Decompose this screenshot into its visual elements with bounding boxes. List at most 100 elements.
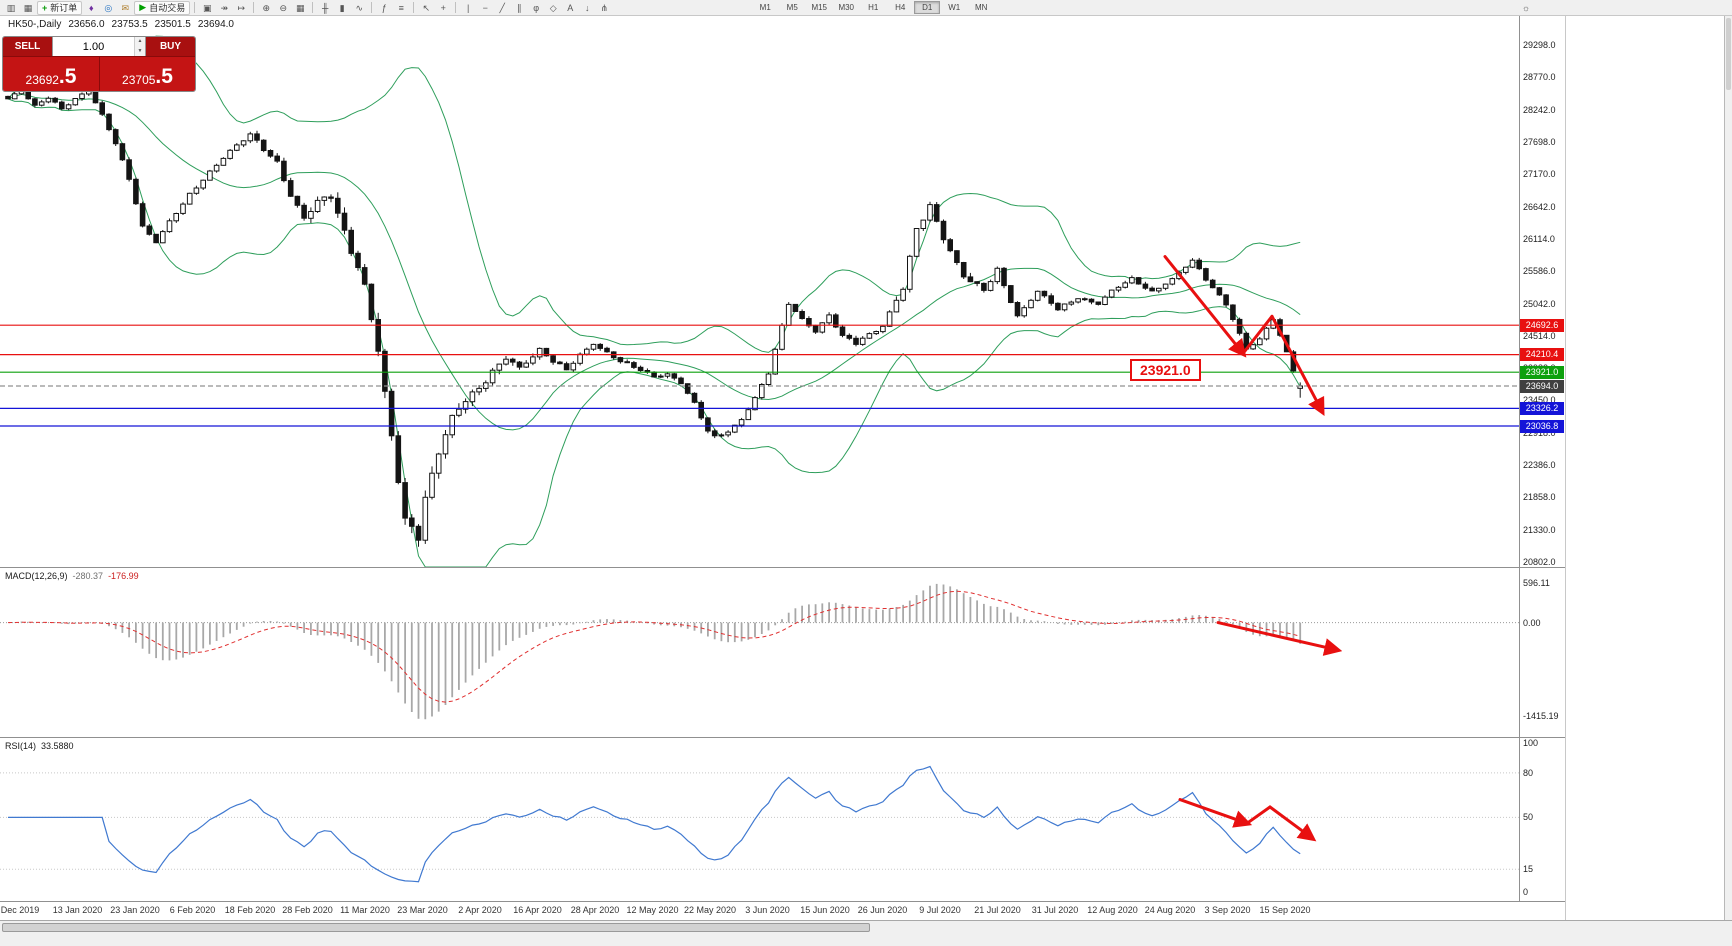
crosshair-icon[interactable]: + [440,2,446,13]
candlesticks [5,89,1304,547]
timeframe-m5-button[interactable]: M5 [786,3,798,12]
sell-price-display[interactable]: 23692.5 [3,57,99,91]
rsi-trend-arrow[interactable] [1245,805,1272,825]
open-value: 23656.0 [68,19,105,30]
macd-indicator-label: MACD(12,26,9) -280.37 -176.99 [5,571,139,581]
price-trend-arrow[interactable] [1163,255,1247,358]
price-axis-label: 25586.0 [1523,266,1556,277]
price-axis-label: 29298.0 [1523,40,1556,50]
horizontal-line-icon[interactable]: − [482,2,488,13]
line-chart-icon[interactable]: ∿ [355,2,363,13]
tile-windows-icon[interactable]: ▣ [202,2,212,13]
zoom-in-icon[interactable]: ⊕ [262,2,270,13]
fibonacci-icon[interactable]: φ [533,2,540,13]
zoom-out-icon[interactable]: ⊖ [279,2,287,13]
date-axis-label: 23 Jan 2020 [110,905,160,915]
one-click-price-row: 23692.5 23705.5 [3,57,195,91]
shapes-icon[interactable]: ◇ [549,2,557,13]
chart-area[interactable] [0,0,1520,946]
volume-value[interactable]: 1.00 [82,41,105,53]
price-axis-border [1519,16,1520,902]
text-label-icon[interactable]: A [567,2,574,13]
timeframe-d1-button[interactable]: D1 [914,1,941,14]
volume-down-button[interactable]: ▼ [135,46,145,56]
date-axis-label: 28 Apr 2020 [570,905,620,915]
rsi-axis-label: 80 [1523,767,1534,778]
vertical-scrollbar[interactable] [1724,16,1732,946]
chart-title: HK50-,Daily 23656.0 23753.5 23501.5 23694.0 [8,19,241,30]
sell-button[interactable]: SELL [3,37,52,56]
buy-button[interactable]: BUY [146,37,195,56]
macd-panel-canvas[interactable] [0,583,1519,720]
main-toolbar: ▥ ▦ + 新订单 ♦ ◎ ✉ ▶ 自动交易 ▣ ↠ ↦ ⊕ ⊖ ▦ ╫ ▮ ∿ ƒ ≡ ↖ + | − ╱ ∥ φ ◇ A ↓ ⋔ M1 M… [0,0,1732,16]
right-empty-pane [1565,16,1724,946]
indicators-icon[interactable]: ƒ [381,2,387,13]
price-line-label: 23036.8 [1520,419,1564,433]
price-axis-label: 28242.0 [1523,104,1556,115]
timeframe-m1-button[interactable]: M1 [759,3,771,12]
cursor-icon[interactable]: ↖ [422,2,430,13]
rsi-trend-arrow[interactable] [1268,805,1317,842]
toolbar-separator [312,2,314,13]
mailbox-icon[interactable]: ✉ [121,2,130,13]
bar-chart-icon[interactable]: ╫ [322,2,329,13]
vertical-line-icon[interactable]: | [467,2,470,13]
price-trend-arrow[interactable] [1270,314,1325,416]
andrews-pitchfork-icon[interactable]: ⋔ [600,2,608,13]
auto-scroll-icon[interactable]: ↠ [220,2,228,13]
low-value: 23501.5 [154,19,191,30]
rsi-trend-arrow[interactable] [1178,798,1253,828]
settings-gear-icon[interactable]: ☼ [1521,3,1531,13]
horizontal-scrollbar-thumb[interactable] [2,923,870,932]
date-axis-label: Dec 2019 [0,905,40,915]
sell-price-main: 23692 [25,73,59,87]
rsi-panel-separator[interactable] [0,737,1565,738]
price-axis-label: 26642.0 [1523,201,1556,212]
equidistant-channel-icon[interactable]: ∥ [516,2,522,13]
bollinger-lower-band [7,98,1301,568]
toolbar-separator [371,2,373,13]
horizontal-scrollbar[interactable] [0,920,1732,934]
new-chart-icon[interactable]: ▥ [6,2,16,13]
timeframe-h1-button[interactable]: H1 [868,3,879,12]
new-order-button[interactable]: + 新订单 [37,0,83,15]
bottom-filler [0,934,1732,946]
timeframe-w1-button[interactable]: W1 [948,3,961,12]
date-axis-label: 23 Mar 2020 [397,905,448,915]
auto-trading-button[interactable]: ▶ 自动交易 [134,0,191,15]
rsi-panel-canvas[interactable] [0,765,1519,883]
chart-shift-icon[interactable]: ↦ [237,2,245,13]
price-axis-label: 20802.0 [1523,557,1556,567]
price-callout[interactable]: 23921.0 [1130,359,1201,382]
high-value: 23753.5 [111,19,148,30]
macd-histogram [13,583,1302,720]
arrow-tool-icon[interactable]: ↓ [584,2,590,13]
volume-up-button[interactable]: ▲ [135,37,145,47]
candlestick-chart-icon[interactable]: ▮ [339,2,345,13]
timeframe-m15-button[interactable]: M15 [811,3,827,12]
date-axis-label: 15 Sep 2020 [1259,905,1311,915]
volume-input[interactable]: 1.00 ▲ ▼ [52,37,146,56]
grid-icon[interactable]: ▦ [295,2,305,13]
market-watch-icon[interactable]: ♦ [88,2,94,13]
macd-signal-line [7,590,1301,703]
price-trend-arrow[interactable] [1241,314,1274,355]
date-axis-label: 9 Jul 2020 [919,905,961,915]
macd-panel-separator[interactable] [0,567,1565,568]
timeframe-mn-button[interactable]: MN [974,3,988,12]
chart-profiles-icon[interactable]: ▦ [23,2,33,13]
trendline-icon[interactable]: ╱ [499,2,505,13]
buy-price-display[interactable]: 23705.5 [99,57,195,91]
timeframe-h4-button[interactable]: H4 [895,3,906,12]
objects-list-icon[interactable]: ≡ [398,2,404,13]
data-window-icon[interactable]: ◎ [104,2,113,13]
vertical-scrollbar-thumb[interactable] [1726,18,1731,90]
price-line-label: 23921.0 [1520,365,1564,379]
macd-trend-arrow[interactable] [1216,621,1343,656]
timeframe-m30-button[interactable]: M30 [838,3,854,12]
date-axis-label: 12 May 2020 [626,905,679,915]
main-chart-canvas[interactable] [0,35,1519,568]
date-axis-label: 21 Jul 2020 [974,905,1021,915]
new-order-plus-icon: + [42,2,48,13]
